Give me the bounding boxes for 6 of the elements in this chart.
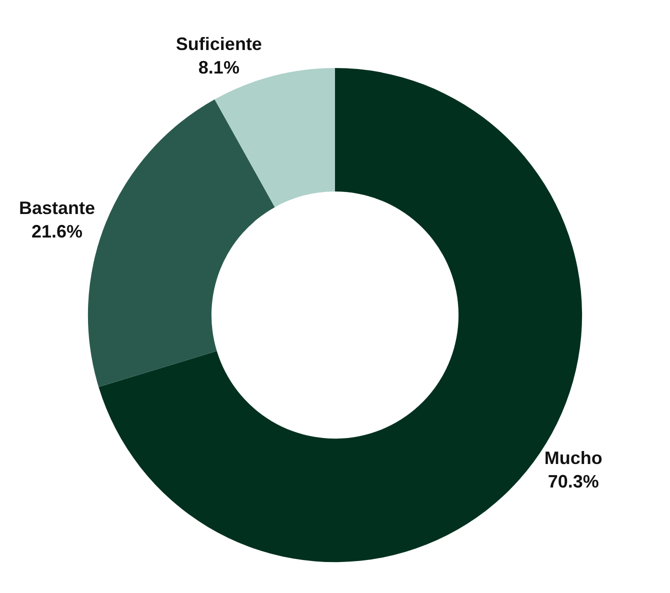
slice-label: Mucho <box>544 448 602 468</box>
slice-label: Suficiente <box>176 34 262 54</box>
data-label: 21.6% <box>31 221 83 242</box>
slice-label: Bastante <box>18 198 96 218</box>
data-label: 70.3% <box>548 472 599 492</box>
data-label: 8.1% <box>198 57 240 78</box>
